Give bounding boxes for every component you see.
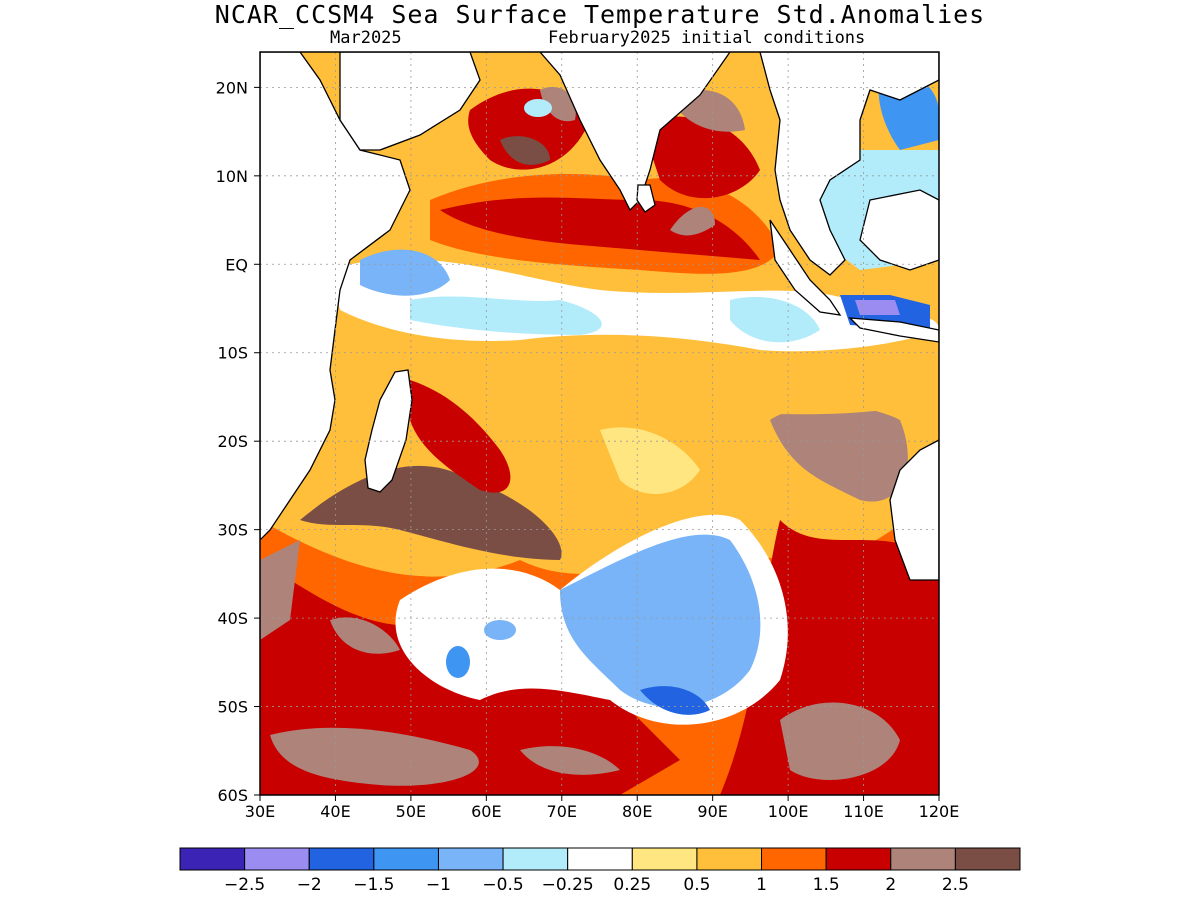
y-tick-label: 10N	[216, 167, 248, 186]
colorbar-label: −0.25	[542, 875, 594, 895]
x-tick-label: 60E	[471, 802, 501, 821]
x-tick-label: 90E	[697, 802, 727, 821]
x-tick-label: 70E	[547, 802, 577, 821]
map-title: NCAR_CCSM4 Sea Surface Temperature Std.A…	[214, 0, 986, 29]
colorbar-label: 0.25	[613, 875, 651, 895]
colorbar-label: −2.5	[224, 875, 265, 895]
colorbar-swatch	[502, 847, 569, 871]
map-frame	[259, 51, 940, 796]
colorbar-label: 2.5	[942, 875, 969, 895]
x-tick-label: 40E	[320, 802, 350, 821]
x-tick-label: 50E	[396, 802, 426, 821]
x-tick-label: 120E	[919, 802, 960, 821]
colorbar-label: 1	[756, 875, 767, 895]
y-tick-label: 10S	[217, 344, 248, 363]
x-tick-label: 80E	[622, 802, 652, 821]
x-tick-label: 110E	[843, 802, 884, 821]
colorbar-swatch	[244, 847, 310, 871]
initial-conditions: February2025 initial conditions	[548, 28, 866, 48]
colorbar-swatch	[696, 847, 763, 871]
colorbar-swatch	[308, 847, 375, 871]
colorbar-label: −2	[297, 875, 322, 895]
colorbar-swatch	[437, 847, 504, 871]
colorbar-swatch	[567, 847, 633, 871]
land-masses	[260, 52, 939, 581]
colorbar-swatch	[890, 847, 956, 871]
colorbar-label: −1.5	[353, 875, 394, 895]
colorbar-swatch	[631, 847, 698, 871]
y-tick-label: 30S	[217, 521, 248, 540]
colorbar-swatch	[761, 847, 827, 871]
y-tick-label: 20N	[216, 78, 248, 97]
colorbar-label: −0.5	[482, 875, 523, 895]
colorbar-label: 2	[885, 875, 896, 895]
colorbar-swatch	[825, 847, 892, 871]
colorbar-swatch	[373, 847, 439, 871]
colorbar-label: 1.5	[813, 875, 840, 895]
y-tick-label: 40S	[217, 609, 248, 628]
y-tick-label: 20S	[217, 432, 248, 451]
y-tick-label: EQ	[225, 255, 248, 274]
x-tick-label: 30E	[245, 802, 275, 821]
y-tick-label: 50S	[217, 698, 248, 717]
x-tick-label: 100E	[768, 802, 809, 821]
colorbar-swatch	[179, 847, 246, 871]
colorbar-label: 0.5	[683, 875, 710, 895]
forecast-month: Mar2025	[330, 28, 402, 48]
y-tick-label: 60S	[217, 786, 248, 805]
colorbar: −2.5 −2 −1.5 −1 −0.5 −0.25 0.25 0.5 1 1.5 2 2.5	[179, 847, 1021, 895]
colorbar-swatch	[954, 847, 1021, 871]
axis-ticks: 30E 40E 50E 60E 70E 80E 90E 100E 110E 120E 20N 10N E…	[216, 78, 960, 821]
graticule	[260, 52, 939, 795]
colorbar-label: −1	[426, 875, 451, 895]
